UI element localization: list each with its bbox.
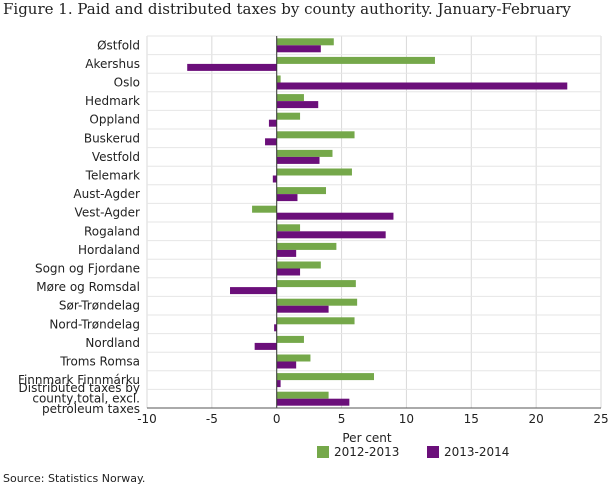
bar-2013-2014 (276, 305, 329, 313)
bar-2012-2013 (276, 354, 311, 362)
bar-2013-2014 (276, 45, 321, 53)
bar-2012-2013 (276, 224, 301, 232)
category-label: Troms Romsa (59, 355, 140, 369)
bar-2012-2013 (276, 317, 355, 325)
bar-2013-2014 (187, 63, 277, 71)
bar-2012-2013 (276, 94, 304, 102)
category-label: Hordaland (78, 243, 140, 257)
bar-2013-2014 (230, 287, 277, 295)
bar-2013-2014 (276, 194, 298, 202)
category-label: county,total, excl. (32, 392, 140, 406)
category-label: Sør-Trøndelag (59, 299, 140, 313)
legend-label: 2013-2014 (444, 445, 509, 459)
bar-2012-2013 (276, 335, 304, 343)
bar-2012-2013 (276, 187, 327, 195)
bar-2013-2014 (276, 380, 281, 388)
category-label: Hedmark (85, 94, 140, 108)
bar-2012-2013 (276, 242, 337, 250)
legend-swatch (317, 446, 329, 458)
category-label: Vest-Agder (75, 206, 141, 220)
category-label: Oslo (114, 76, 140, 90)
category-label: Buskerud (84, 131, 140, 145)
bar-2012-2013 (276, 112, 301, 120)
bar-2013-2014 (276, 212, 394, 220)
x-tick-label: 5 (338, 412, 346, 426)
category-label: Telemark (85, 169, 140, 183)
bar-2013-2014 (276, 82, 568, 90)
bar-2013-2014 (276, 268, 301, 276)
bar-2013-2014 (276, 249, 297, 257)
x-tick-label: 25 (593, 412, 608, 426)
axes: -10 -5 0 5 10 15 20 25 Per cent Østfold Akershus Os… (18, 36, 609, 445)
bar-2012-2013 (276, 149, 333, 157)
bar-2013-2014 (276, 231, 386, 239)
legend: 2012-2013 2013-2014 (317, 445, 509, 459)
bar-2013-2014 (265, 138, 277, 146)
chart-title: Figure 1. Paid and distributed taxes by … (3, 0, 571, 18)
bar-2012-2013 (276, 56, 435, 64)
category-label: Møre og Romsdal (36, 280, 140, 294)
bar-2013-2014 (276, 156, 320, 164)
category-label: Nordland (85, 336, 140, 350)
bars (187, 38, 568, 406)
grid-lines (146, 35, 602, 409)
category-label: Rogaland (84, 224, 140, 238)
bar-2012-2013 (276, 261, 321, 269)
category-label: Vestfold (92, 150, 140, 164)
category-label: petroleum taxes (42, 402, 140, 416)
category-label: Distributed taxes by (19, 381, 141, 395)
bar-2012-2013 (276, 75, 281, 83)
bar-2012-2013 (276, 280, 356, 288)
bar-2013-2014 (254, 342, 277, 350)
category-label: Finnmark Finnmárku (18, 373, 140, 387)
bar-2013-2014 (276, 398, 350, 406)
bar-2012-2013 (276, 391, 329, 399)
x-tick-label: 15 (464, 412, 479, 426)
bar-2012-2013 (276, 298, 358, 306)
bar-2013-2014 (268, 119, 277, 127)
bar-2012-2013 (276, 373, 374, 381)
bar-2013-2014 (274, 324, 277, 332)
x-tick-label: 0 (273, 412, 281, 426)
category-label: Aust-Agder (73, 187, 140, 201)
category-label: Akershus (85, 57, 140, 71)
bar-2012-2013 (276, 131, 355, 139)
x-axis-label: Per cent (342, 431, 392, 445)
bar-2013-2014 (276, 101, 319, 109)
bar-2013-2014 (276, 361, 297, 369)
bar-chart: -10 -5 0 5 10 15 20 25 Per cent Østfold Akershus Os… (18, 35, 609, 459)
bar-2013-2014 (272, 175, 277, 183)
x-tick-label: -5 (206, 412, 218, 426)
category-label: Nord-Trøndelag (49, 317, 140, 331)
category-label: Østfold (97, 38, 140, 52)
source-note: Source: Statistics Norway. (3, 472, 146, 485)
x-tick-label: 20 (529, 412, 544, 426)
category-label: Oppland (89, 113, 140, 127)
bar-2012-2013 (276, 38, 334, 46)
legend-swatch (427, 446, 439, 458)
x-tick-label: 10 (399, 412, 414, 426)
bar-2012-2013 (252, 205, 277, 213)
bar-2012-2013 (276, 168, 352, 176)
legend-label: 2012-2013 (334, 445, 399, 459)
x-tick-label: -10 (137, 412, 157, 426)
category-label: Sogn og Fjordane (35, 262, 140, 276)
